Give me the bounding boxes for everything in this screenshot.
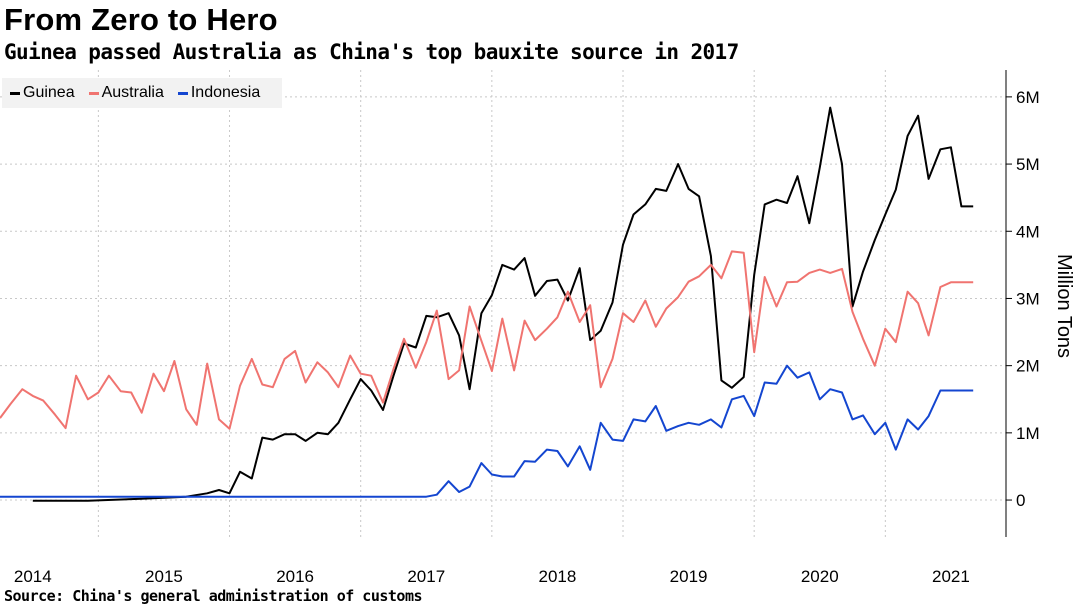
y-tick-label: 3M bbox=[1016, 289, 1040, 308]
y-tick-label: 5M bbox=[1016, 155, 1040, 174]
legend-label-australia: Australia bbox=[101, 84, 164, 101]
x-axis: 2014 2015 2016 2017 2018 2019 2020 2021 bbox=[14, 567, 970, 586]
x-tick-label: 2018 bbox=[539, 567, 577, 586]
y-tick-label: 6M bbox=[1016, 88, 1040, 107]
x-tick-label: 2014 bbox=[14, 567, 52, 586]
series-line-guinea bbox=[32, 106, 974, 502]
legend-label-guinea: Guinea bbox=[23, 84, 75, 101]
legend-item-indonesia: Indonesia bbox=[177, 84, 261, 102]
y-tick-label: 1M bbox=[1016, 424, 1040, 443]
legend-swatch-indonesia bbox=[177, 91, 188, 95]
y-tick-label: 2M bbox=[1016, 357, 1040, 376]
chart-title: From Zero to Hero bbox=[4, 2, 278, 37]
y-tick-label: 0 bbox=[1016, 491, 1025, 510]
legend-item-australia: Australia bbox=[88, 84, 164, 102]
x-tick-label: 2019 bbox=[670, 567, 708, 586]
y-axis: 0 1M 2M 3M 4M 5M 6M bbox=[1005, 70, 1040, 537]
legend-item-guinea: Guinea bbox=[10, 84, 75, 102]
legend-label-indonesia: Indonesia bbox=[190, 84, 261, 101]
chart-subtitle: Guinea passed Australia as China's top b… bbox=[4, 40, 739, 64]
y-tick-label: 4M bbox=[1016, 222, 1040, 241]
legend-swatch-australia bbox=[88, 91, 99, 95]
x-tick-label: 2021 bbox=[932, 567, 970, 586]
x-tick-label: 2017 bbox=[407, 567, 445, 586]
legend-swatch-guinea bbox=[10, 91, 20, 95]
series-line-australia bbox=[0, 250, 974, 430]
x-tick-label: 2020 bbox=[801, 567, 839, 586]
y-axis-label: Million Tons bbox=[1053, 254, 1075, 358]
x-tick-label: 2015 bbox=[145, 567, 183, 586]
grid bbox=[0, 70, 1006, 537]
x-tick-label: 2016 bbox=[276, 567, 314, 586]
series-line-indonesia bbox=[0, 364, 974, 498]
source-note: Source: China's general administration o… bbox=[4, 587, 423, 605]
legend: Guinea Australia Indonesia bbox=[2, 78, 282, 108]
series-lines bbox=[0, 106, 974, 502]
